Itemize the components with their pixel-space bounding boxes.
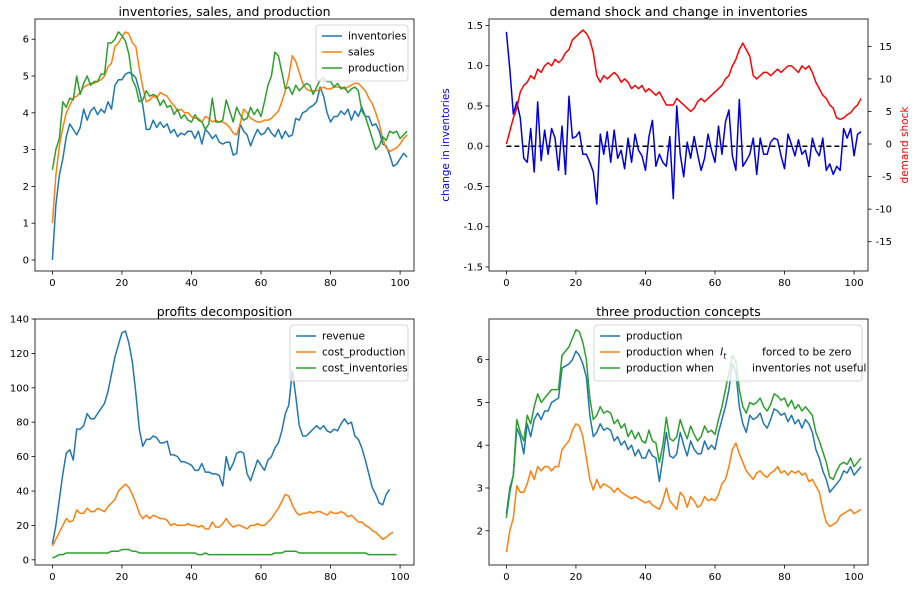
x-tick-label: 60: [709, 572, 722, 583]
x-tick-label: 20: [116, 278, 129, 289]
x-tick-label: 40: [639, 278, 652, 289]
y-tick-label: -1.0: [463, 222, 483, 233]
series-line-1: [51, 71, 408, 261]
x-tick-label: 0: [49, 278, 55, 289]
series-line-3: [52, 548, 397, 559]
y-tick-label: -1.5: [463, 262, 483, 273]
y-tick-label: 4: [477, 441, 483, 452]
x-tick-label: 0: [503, 572, 509, 583]
x-tick-label: 0: [503, 278, 509, 289]
x-tick-label: 100: [845, 572, 864, 583]
y-tick-label: 40: [16, 487, 29, 498]
y-tick-label: 6: [23, 35, 29, 46]
y-tick-label-right: -15: [876, 237, 892, 248]
series-line-1: [505, 350, 862, 514]
series-line-1: [505, 31, 862, 205]
legend-label: production when inventories not useful: [626, 363, 866, 375]
plot-frame: [34, 18, 415, 272]
x-tick-label: 20: [570, 572, 583, 583]
legend-label: cost_production: [322, 347, 405, 359]
chart-title: demand shock and change in inventories: [549, 4, 807, 19]
x-tick-label: 60: [255, 278, 268, 289]
y-tick-label-right: 5: [886, 107, 892, 118]
legend-box: [593, 324, 863, 382]
y-tick-label-right: 10: [879, 74, 892, 85]
x-tick-label: 100: [391, 278, 410, 289]
y-tick-label: 60: [16, 452, 29, 463]
x-tick-label: 60: [255, 572, 268, 583]
chart-title: profits decomposition: [157, 304, 293, 319]
chart-panel-3: profits decomposition 0 20 40 60 80 100 0 20 40 60…: [10, 304, 415, 583]
y-tick-label: 1: [23, 219, 29, 230]
legend-label: inventories: [348, 31, 407, 43]
x-tick-label: 100: [845, 278, 864, 289]
y-tick-label: -0.5: [463, 182, 483, 193]
y-tick-label: 0: [23, 255, 29, 266]
series-line-1: [51, 330, 391, 545]
x-tick-label: 80: [324, 278, 337, 289]
series-line-2: [51, 31, 408, 224]
y-tick-label: 1.0: [467, 61, 483, 72]
x-tick-label: 100: [391, 572, 410, 583]
y-tick-label: 4: [23, 108, 29, 119]
x-tick-label: 40: [185, 278, 198, 289]
y-tick-label: 120: [10, 349, 29, 360]
y-tick-label: 5: [23, 72, 29, 83]
series-line-3: [505, 328, 862, 519]
x-tick-label: 60: [709, 278, 722, 289]
series-line-2: [505, 29, 862, 145]
y-tick-label: 2: [23, 182, 29, 193]
x-tick-label: 0: [49, 572, 55, 583]
legend-label: production when It forced to be zero: [626, 347, 851, 361]
legend-label: production: [626, 331, 682, 343]
y-tick-label: 3: [23, 145, 29, 156]
y-axis-label-right: demand shock: [899, 106, 911, 184]
y-tick-label-right: 15: [879, 42, 892, 53]
x-tick-label: 20: [116, 572, 129, 583]
y-tick-label-right: 0: [886, 140, 892, 151]
chart-panel-4: three production concepts 0 20 40 60 80 100 2 3 4…: [477, 304, 869, 583]
plot-frame: [488, 318, 869, 566]
legend-label: cost_inventories: [322, 363, 408, 375]
legend-label: sales: [348, 47, 375, 59]
legend: production production when It forced to be …: [593, 324, 866, 382]
legend-label: revenue: [322, 331, 365, 343]
legend-label: production: [348, 63, 404, 75]
y-tick-label: 100: [10, 383, 29, 394]
y-tick-label: 1.5: [467, 21, 483, 32]
x-tick-label: 20: [570, 278, 583, 289]
y-tick-label-right: -10: [876, 205, 892, 216]
chart-panel-2: demand shock and change in inventories 0 2…: [440, 4, 911, 289]
x-tick-label: 80: [778, 278, 791, 289]
legend-box: [315, 24, 409, 82]
series-line-2: [51, 483, 394, 547]
y-tick-label: 140: [10, 315, 29, 326]
series-line-2: [505, 423, 862, 553]
chart-title: inventories, sales, and production: [118, 4, 330, 19]
legend: inventories sales production: [315, 24, 409, 82]
y-tick-label: 5: [477, 398, 483, 409]
chart-title: three production concepts: [596, 304, 761, 319]
x-tick-label: 80: [778, 572, 791, 583]
x-tick-label: 40: [185, 572, 198, 583]
x-tick-label: 40: [639, 572, 652, 583]
y-tick-label: 2: [477, 526, 483, 537]
legend-box: [289, 324, 409, 382]
y-tick-label: 0: [23, 555, 29, 566]
series-line-3: [51, 31, 408, 170]
legend: revenue cost_production cost_inventories: [289, 324, 409, 382]
plot-frame: [488, 18, 869, 272]
y-tick-label: 3: [477, 483, 483, 494]
y-tick-label: 0.0: [467, 142, 483, 153]
y-axis-label: change in inventories: [440, 88, 452, 202]
plot-frame: [34, 318, 415, 566]
y-tick-label: 0.5: [467, 101, 483, 112]
y-tick-label: 80: [16, 418, 29, 429]
y-tick-label: 6: [477, 355, 483, 366]
x-tick-label: 80: [324, 572, 337, 583]
y-tick-label-right: -5: [882, 172, 892, 183]
y-tick-label: 20: [16, 521, 29, 532]
